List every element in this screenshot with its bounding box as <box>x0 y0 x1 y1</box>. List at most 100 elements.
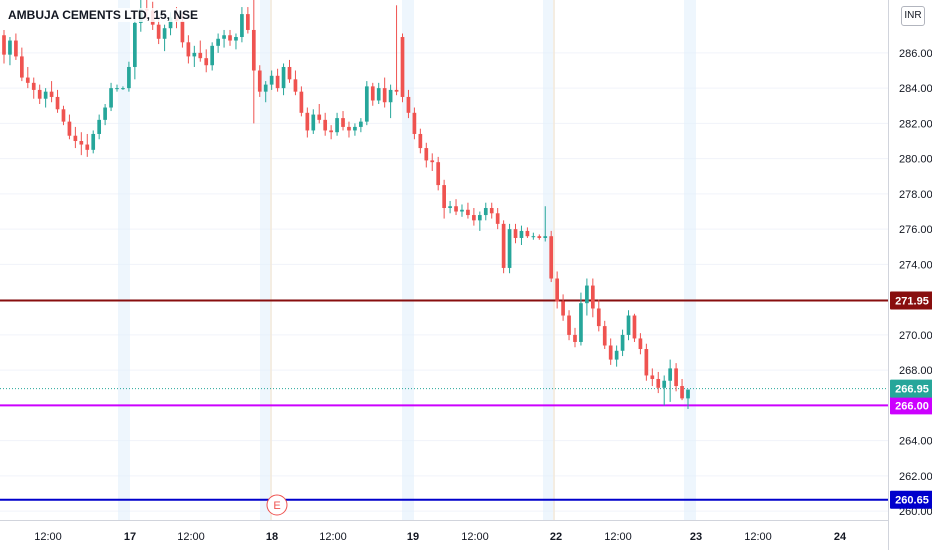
candle[interactable] <box>246 7 250 34</box>
candle[interactable] <box>317 104 322 124</box>
candle[interactable] <box>555 271 559 309</box>
candle[interactable] <box>638 333 643 355</box>
candle[interactable] <box>257 65 262 97</box>
candle[interactable] <box>269 70 274 90</box>
candle[interactable] <box>359 118 363 133</box>
candle[interactable] <box>97 114 102 140</box>
price-axis[interactable] <box>888 0 932 550</box>
candle[interactable] <box>656 371 661 394</box>
candle[interactable] <box>454 199 458 216</box>
candle[interactable] <box>192 45 197 67</box>
candle[interactable] <box>430 153 435 171</box>
candle[interactable] <box>335 112 339 136</box>
candle[interactable] <box>19 47 24 82</box>
candle[interactable] <box>234 33 238 50</box>
candle[interactable] <box>127 61 131 92</box>
candle[interactable] <box>436 156 441 191</box>
candle[interactable] <box>442 179 446 219</box>
candle[interactable] <box>376 82 381 104</box>
candle[interactable] <box>418 128 423 154</box>
time-axis[interactable] <box>0 520 888 550</box>
candle[interactable] <box>585 278 589 316</box>
candle[interactable] <box>567 310 571 341</box>
candle[interactable] <box>49 81 54 103</box>
candle[interactable] <box>501 220 506 274</box>
candle[interactable] <box>495 208 500 230</box>
candle[interactable] <box>37 84 42 104</box>
candle[interactable] <box>620 329 625 357</box>
candle[interactable] <box>579 292 583 346</box>
candle[interactable] <box>311 109 316 134</box>
candle[interactable] <box>531 232 536 240</box>
candle[interactable] <box>222 29 226 48</box>
candle[interactable] <box>115 84 119 92</box>
candle[interactable] <box>448 200 452 214</box>
candle[interactable] <box>14 33 18 60</box>
candle[interactable] <box>686 389 690 409</box>
candle[interactable] <box>382 77 387 108</box>
candle[interactable] <box>293 70 298 96</box>
candle[interactable] <box>537 234 542 240</box>
candle[interactable] <box>507 223 512 274</box>
candle[interactable] <box>228 29 232 46</box>
candle[interactable] <box>210 42 215 71</box>
candle[interactable] <box>79 132 84 156</box>
candle[interactable] <box>323 112 328 136</box>
candle[interactable] <box>573 327 577 348</box>
candle[interactable] <box>400 33 405 103</box>
candle[interactable] <box>561 294 565 321</box>
candle[interactable] <box>287 59 292 83</box>
event-marker[interactable]: E <box>266 494 288 516</box>
candle[interactable] <box>61 105 66 126</box>
candle[interactable] <box>353 123 357 136</box>
candle[interactable] <box>608 338 613 365</box>
candle[interactable] <box>55 89 60 113</box>
candle[interactable] <box>91 130 96 154</box>
candle[interactable] <box>263 81 268 103</box>
candle[interactable] <box>251 0 256 124</box>
candle[interactable] <box>329 125 333 140</box>
candle[interactable] <box>626 310 631 341</box>
candle[interactable] <box>275 68 280 92</box>
candle[interactable] <box>543 206 548 242</box>
candle[interactable] <box>424 142 429 168</box>
candle[interactable] <box>281 63 286 96</box>
candle[interactable] <box>67 114 72 140</box>
candle[interactable] <box>513 223 518 244</box>
candle[interactable] <box>8 37 12 66</box>
candle[interactable] <box>216 33 220 53</box>
candle[interactable] <box>25 66 30 89</box>
candle[interactable] <box>477 211 482 231</box>
candle[interactable] <box>121 86 125 90</box>
candle[interactable] <box>305 107 310 138</box>
candle[interactable] <box>2 29 6 64</box>
candle[interactable] <box>483 202 488 221</box>
candle[interactable] <box>109 82 113 112</box>
candle[interactable] <box>341 111 345 131</box>
candle[interactable] <box>364 81 369 126</box>
candle[interactable] <box>614 345 619 367</box>
candle[interactable] <box>103 104 107 126</box>
candle[interactable] <box>394 5 399 96</box>
candle[interactable] <box>519 225 524 246</box>
candle[interactable] <box>299 86 304 117</box>
candle[interactable] <box>85 133 90 157</box>
candle[interactable] <box>632 313 637 342</box>
candle[interactable] <box>596 299 601 332</box>
candle[interactable] <box>388 84 393 119</box>
candle[interactable] <box>466 202 470 219</box>
candle[interactable] <box>406 89 411 119</box>
candle[interactable] <box>186 35 191 64</box>
currency-button[interactable]: INR <box>901 6 925 26</box>
candle[interactable] <box>73 126 78 149</box>
candle[interactable] <box>162 24 167 52</box>
candle[interactable] <box>133 17 137 80</box>
candle[interactable] <box>347 121 351 138</box>
candle[interactable] <box>472 208 476 226</box>
candle[interactable] <box>602 320 607 350</box>
candle[interactable] <box>668 359 673 402</box>
candle[interactable] <box>240 7 244 43</box>
candle[interactable] <box>198 40 203 62</box>
